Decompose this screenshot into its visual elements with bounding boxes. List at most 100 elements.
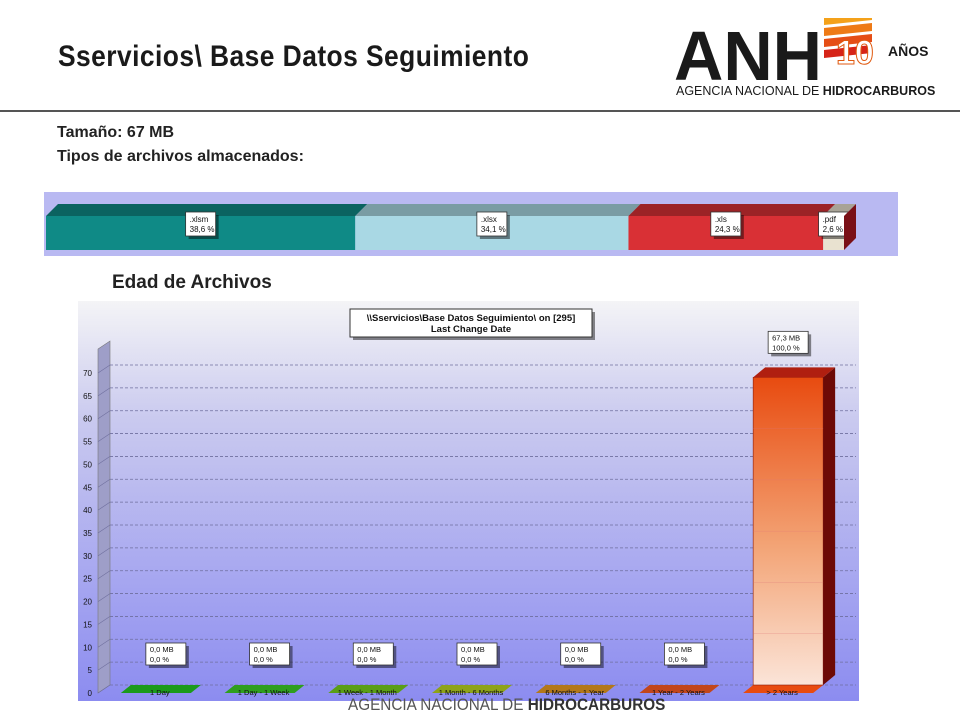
bar-pct: 0,0 % [565, 655, 585, 664]
segment-value: 34,1 % [481, 225, 506, 234]
bar-value-label: 0,0 MB0,0 % [560, 642, 604, 668]
bar-4 [535, 685, 616, 693]
y-tick-label: 15 [83, 620, 92, 629]
bar-mb: 0,0 MB [565, 645, 589, 654]
x-tick-label: 6 Months - 1 Year [545, 688, 604, 697]
size-label: Tamaño: 67 MB [57, 124, 175, 141]
segment-type: .pdf [823, 215, 837, 224]
types-label: Tipos de archivos almacenados: [57, 148, 304, 165]
gridline-wall [97, 456, 111, 465]
chart-title: \\Sservicios\Base Datos Seguimiento\ on … [367, 313, 576, 324]
gridline-wall [97, 616, 111, 625]
segment-type: .xlsx [481, 215, 497, 224]
chart-subtitle: Last Change Date [431, 324, 511, 335]
bar-mb: 0,0 MB [357, 645, 381, 654]
chart-title-box: \\Sservicios\Base Datos Seguimiento\ on … [349, 308, 595, 340]
y-tick-label: 45 [83, 483, 92, 492]
anh-logo: ANH 10 AÑOS AGENCIA NACIONAL DE HIDROCAR… [674, 18, 935, 98]
bar-mb: 0,0 MB [668, 645, 692, 654]
gridline-wall [97, 684, 111, 694]
bar-6 [743, 367, 836, 693]
header-rule [0, 110, 960, 112]
bar-mb: 0,0 MB [254, 645, 278, 654]
bar-pct: 0,0 % [254, 655, 274, 664]
bar-base [120, 685, 201, 693]
x-tick-label: > 2 Years [766, 688, 798, 697]
x-tick-label: 1 Day - 1 Week [238, 688, 290, 697]
gridline-wall [97, 479, 111, 488]
bar-3 [432, 685, 512, 693]
bar-base [328, 685, 409, 693]
x-tick-label: 1 Day [150, 688, 170, 697]
bar-0 [120, 685, 201, 693]
segment-type: .xlsm [190, 215, 209, 224]
gridline-wall [97, 570, 111, 579]
segment-top [628, 204, 836, 216]
bar-value-label: 0,0 MB0,0 % [145, 642, 189, 668]
gridline-wall [97, 433, 111, 442]
chart-background [78, 301, 859, 701]
gridline-wall [97, 661, 111, 671]
y-tick-label: 5 [88, 666, 93, 675]
bar-base [224, 685, 305, 693]
bar-side [823, 367, 836, 685]
bar-base [743, 685, 824, 693]
bar-pct: 0,0 % [150, 655, 170, 664]
gridline-wall [97, 547, 111, 557]
y-tick-label: 35 [83, 529, 92, 538]
bar-value-label: 0,0 MB0,0 % [249, 642, 293, 668]
bar-5 [639, 685, 720, 693]
page-title: Sservicios\ Base Datos Seguimiento [58, 40, 530, 73]
bar-pct: 0,0 % [668, 655, 688, 664]
bar-pct: 0,0 % [461, 655, 481, 664]
gridline-wall [97, 501, 111, 511]
bar-top [753, 367, 836, 378]
flag-icon [824, 18, 872, 59]
y-tick-label: 55 [83, 438, 92, 447]
x-tick-label: 1 Month - 6 Months [439, 688, 504, 697]
bar-base [432, 685, 512, 693]
y-tick-label: 50 [83, 460, 92, 469]
logo-org: AGENCIA NACIONAL DE HIDROCARBUROS [676, 84, 935, 98]
bar-2 [328, 685, 409, 693]
bar-mb: 0,0 MB [461, 645, 485, 654]
y-tick-label: 65 [83, 392, 92, 401]
bar-pct: 100,0 % [772, 343, 800, 352]
gridline-wall [97, 387, 111, 397]
gridline-wall [97, 639, 111, 648]
segment-value: 24,3 % [715, 225, 740, 234]
y-tick-label: 0 [88, 689, 93, 698]
segment-type: .xls [715, 215, 727, 224]
age-heading: Edad de Archivos [112, 272, 272, 293]
y-tick-label: 30 [83, 552, 92, 561]
bar-base [535, 685, 616, 693]
bar-1 [224, 685, 305, 693]
gridline-wall [97, 364, 111, 374]
y-tick-label: 25 [83, 575, 92, 584]
y-tick-label: 20 [83, 598, 92, 607]
gridline-wall [97, 593, 111, 602]
segment-top [46, 204, 368, 216]
footer-org: AGENCIA NACIONAL DE HIDROCARBUROS [348, 695, 666, 714]
y-tick-label: 40 [83, 506, 92, 515]
bar-end-cap [844, 204, 856, 250]
segment-value: 2,6 % [823, 225, 843, 234]
y-tick-label: 70 [83, 369, 92, 378]
bar-pct: 0,0 % [357, 655, 377, 664]
segment-top [355, 204, 641, 216]
gridline-wall [97, 410, 111, 419]
y-tick-label: 60 [83, 415, 92, 424]
y-tick-label: 10 [83, 643, 92, 652]
x-tick-label: 1 Year - 2 Years [652, 688, 705, 697]
bar-base [639, 685, 720, 693]
bar-value-label: 0,0 MB0,0 % [352, 642, 397, 668]
segment-value: 38,6 % [190, 225, 215, 234]
bar-mb: 0,0 MB [150, 645, 174, 654]
logo-years: AÑOS [888, 42, 928, 59]
logo-badge: 10 [836, 34, 874, 72]
